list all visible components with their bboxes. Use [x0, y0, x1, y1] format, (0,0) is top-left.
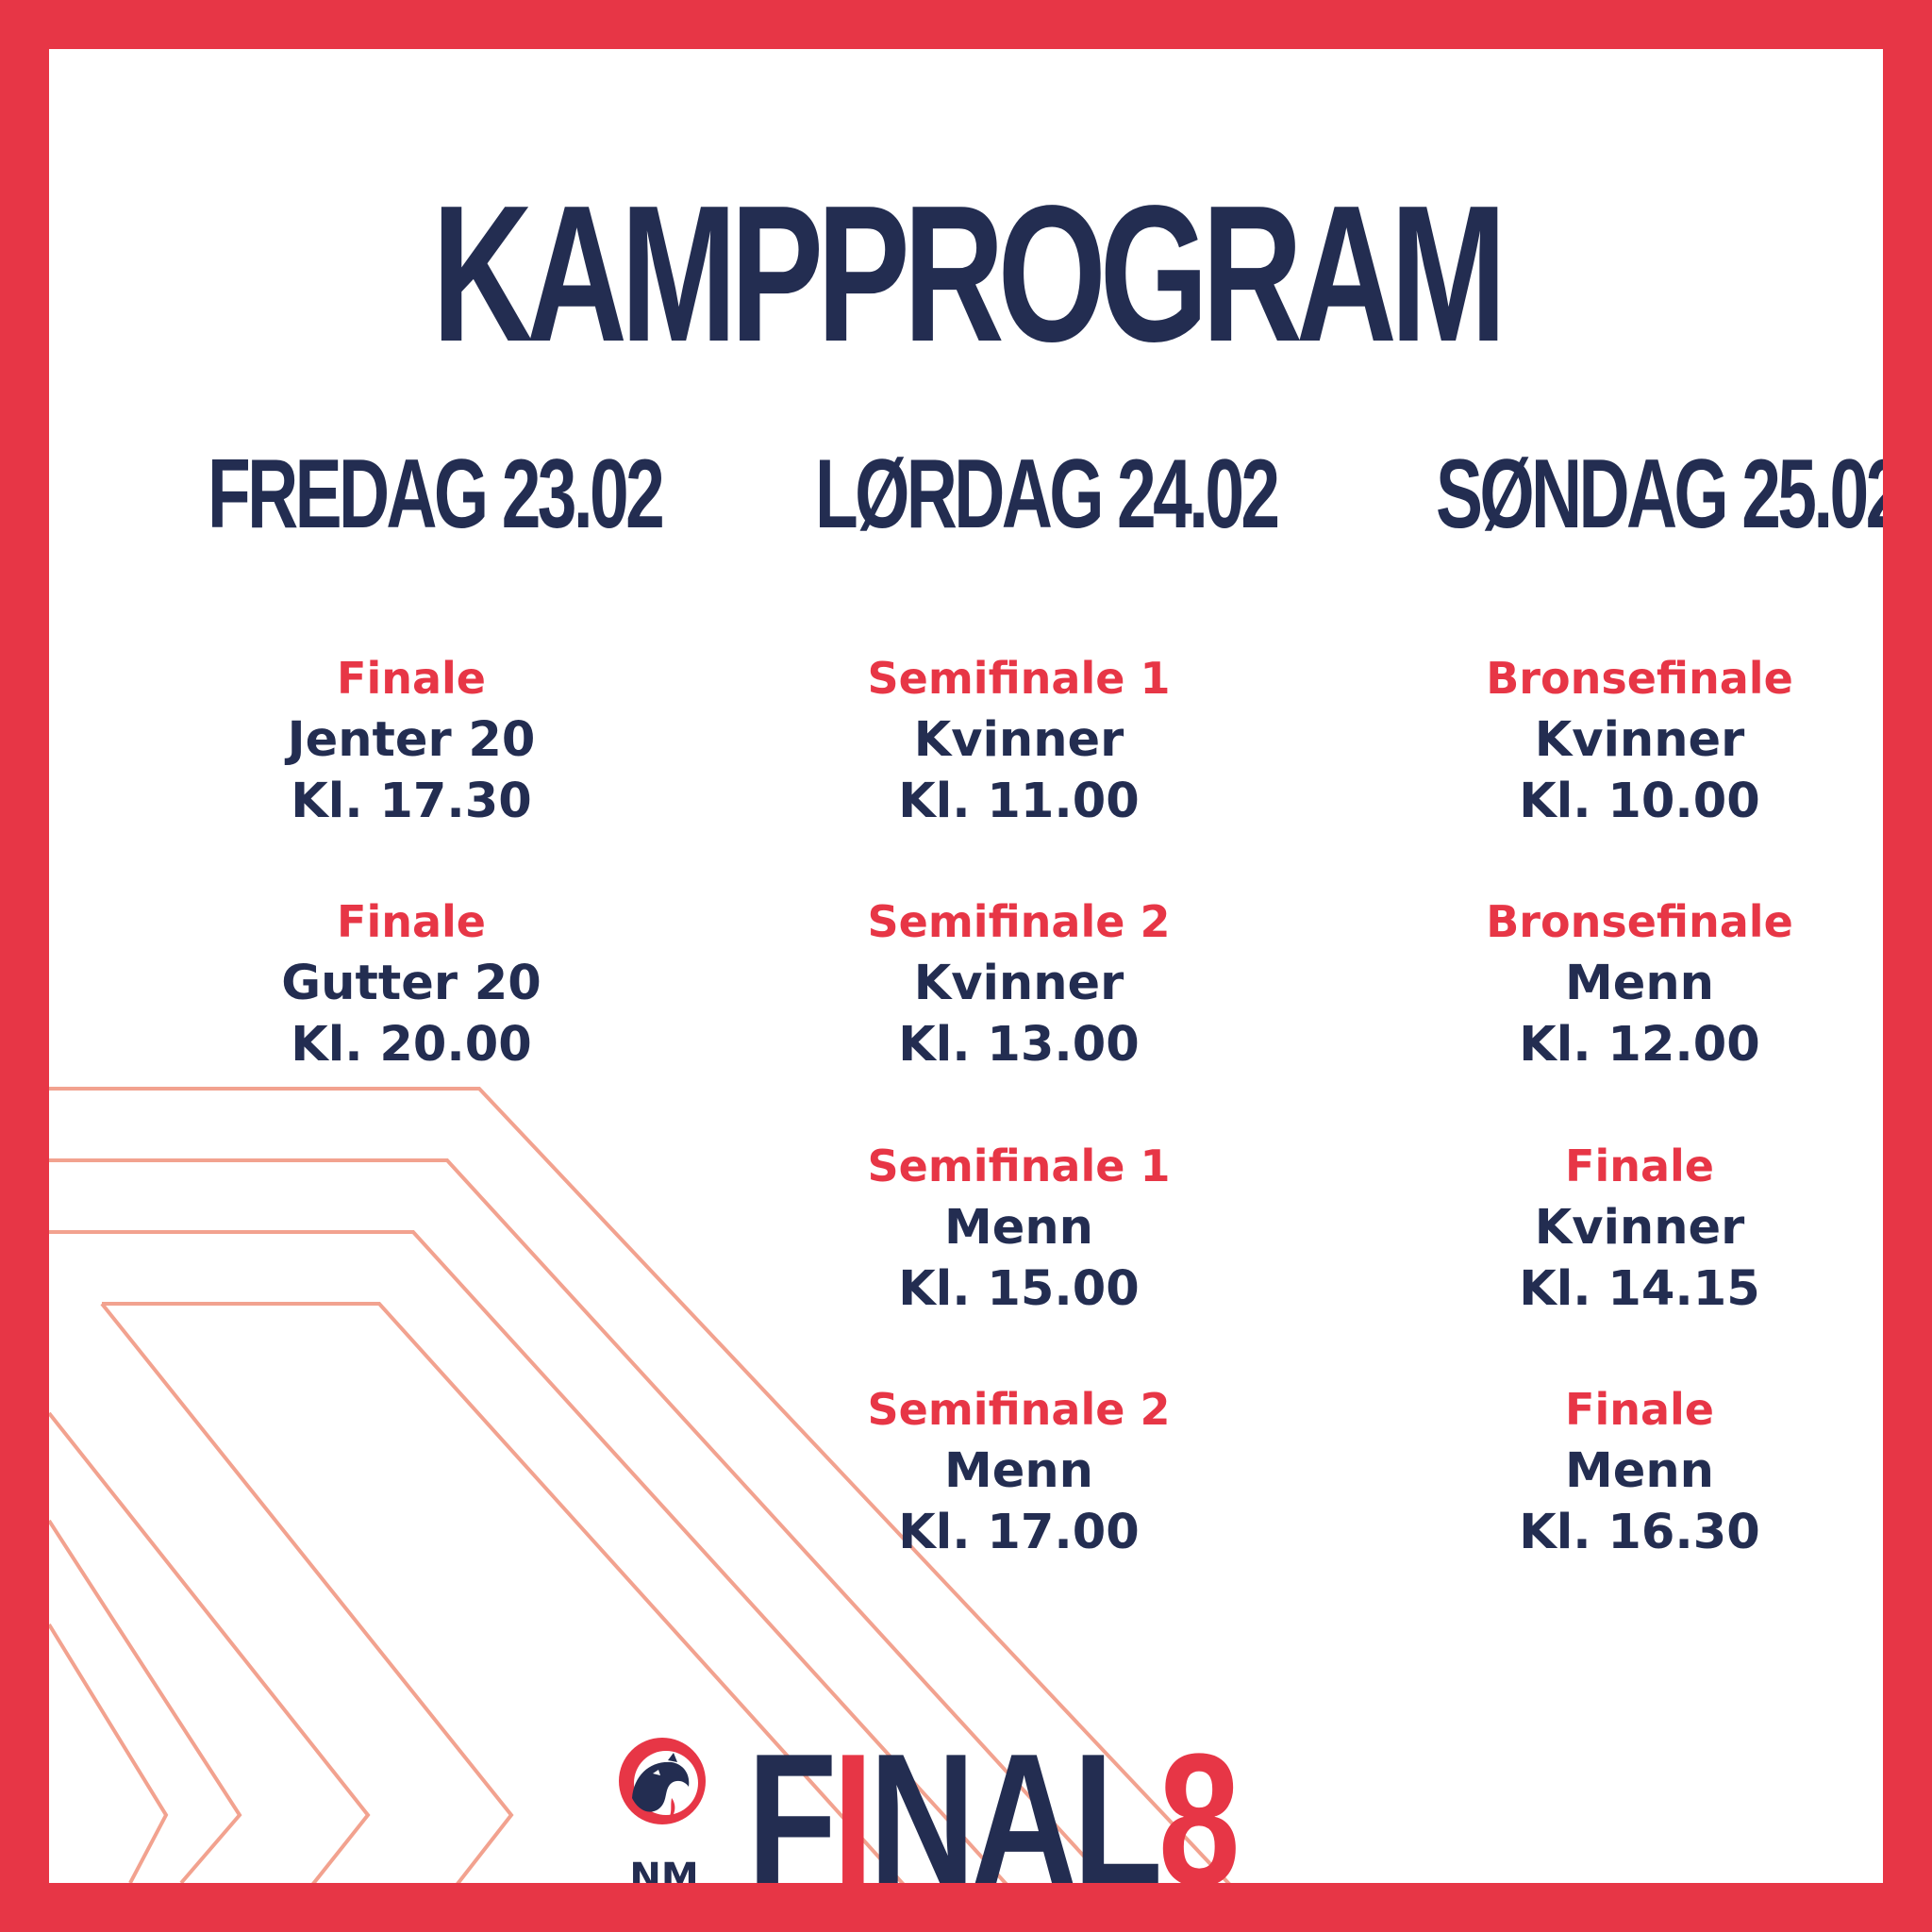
- page-title: KAMPPROGRAM: [431, 165, 1507, 382]
- logo-word-start: F: [747, 1715, 837, 1884]
- match-time: Kl. 16.30: [1519, 1505, 1760, 1560]
- day-heading: FREDAG 23.02: [207, 440, 665, 549]
- match-time: Kl. 14.15: [1519, 1261, 1760, 1317]
- match-item: Bronsefinale Kvinner Kl. 10.00: [1357, 648, 1883, 832]
- match-item: Finale Menn Kl. 16.30: [1357, 1379, 1883, 1563]
- match-item: Finale Gutter 20 Kl. 20.00: [128, 891, 694, 1075]
- match-team: Kvinner: [913, 956, 1124, 1011]
- match-team: Menn: [944, 1443, 1093, 1499]
- match-team: Jenter 20: [287, 712, 536, 768]
- match-time: Kl. 10.00: [1519, 774, 1760, 829]
- match-item: Semifinale 2 Kvinner Kl. 13.00: [736, 891, 1302, 1075]
- match-round: Finale: [337, 653, 486, 704]
- match-team: Kvinner: [913, 712, 1124, 768]
- match-time: Kl. 12.00: [1519, 1017, 1760, 1073]
- match-item: Semifinale 1 Kvinner Kl. 11.00: [736, 648, 1302, 832]
- match-item: Finale Jenter 20 Kl. 17.30: [128, 648, 694, 832]
- match-time: Kl. 17.00: [898, 1505, 1140, 1560]
- match-round: Finale: [1565, 1384, 1714, 1435]
- logo-wordmark: FINAL8: [747, 1726, 1241, 1884]
- match-item: Bronsefinale Menn Kl. 12.00: [1357, 891, 1883, 1075]
- match-team: Gutter 20: [281, 956, 541, 1011]
- match-item: Finale Kvinner Kl. 14.15: [1357, 1136, 1883, 1320]
- match-team: Menn: [944, 1200, 1093, 1256]
- match-round: Semifinale 2: [867, 896, 1171, 947]
- logo-word-i: I: [832, 1715, 874, 1884]
- match-round: Bronsefinale: [1486, 653, 1793, 704]
- match-time: Kl. 17.30: [291, 774, 532, 829]
- final8-logo: NM FINAL8: [615, 1679, 1313, 1883]
- match-time: Kl. 11.00: [898, 774, 1140, 829]
- match-round: Finale: [337, 896, 486, 947]
- match-round: Finale: [1565, 1141, 1714, 1191]
- match-round: Semifinale 2: [867, 1384, 1171, 1435]
- match-team: Menn: [1565, 956, 1714, 1011]
- poster-frame: KAMPPROGRAM FREDAG 23.02 Finale Jenter 2…: [49, 49, 1883, 1883]
- match-time: Kl. 13.00: [898, 1017, 1140, 1073]
- match-team: Kvinner: [1534, 1200, 1745, 1256]
- match-round: Semifinale 1: [867, 1141, 1171, 1191]
- chevron-stripes-decoration: [49, 1087, 1231, 1883]
- match-team: Menn: [1565, 1443, 1714, 1499]
- day-heading: LØRDAG 24.02: [815, 440, 1280, 549]
- match-time: Kl. 15.00: [898, 1261, 1140, 1317]
- match-item: Semifinale 1 Menn Kl. 15.00: [736, 1136, 1302, 1320]
- match-time: Kl. 20.00: [291, 1017, 532, 1073]
- logo-word-end: 8: [1158, 1715, 1241, 1884]
- day-heading: SØNDAG 25.02: [1436, 440, 1883, 549]
- bear-head-emblem-icon: [619, 1738, 706, 1824]
- logo-nm-text: NM: [629, 1856, 699, 1883]
- match-round: Semifinale 1: [867, 653, 1171, 704]
- match-item: Semifinale 2 Menn Kl. 17.00: [736, 1379, 1302, 1563]
- logo-word-rest: NAL: [869, 1715, 1162, 1884]
- match-round: Bronsefinale: [1486, 896, 1793, 947]
- match-team: Kvinner: [1534, 712, 1745, 768]
